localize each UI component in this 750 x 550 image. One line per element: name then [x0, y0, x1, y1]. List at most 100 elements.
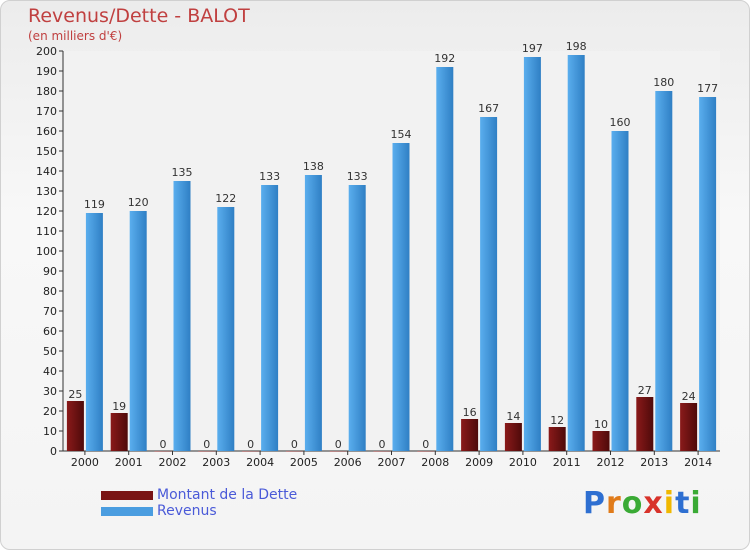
debt-bar: [680, 403, 698, 451]
y-tick-label: 100: [36, 245, 57, 258]
debt-value-label: 0: [247, 438, 254, 451]
revenue-value-label: 133: [347, 170, 368, 183]
debt-bar: [198, 451, 216, 452]
y-tick-label: 40: [43, 365, 57, 378]
logo-letter: r: [606, 486, 622, 521]
revenue-value-label: 167: [478, 102, 499, 115]
revenue-bar: [392, 143, 410, 451]
revenue-bar: [655, 91, 673, 451]
x-tick-label: 2011: [553, 456, 581, 469]
revenue-value-label: 198: [566, 40, 587, 53]
revenue-value-label: 120: [128, 196, 149, 209]
legend-label-debt: Montant de la Dette: [157, 487, 298, 503]
revenue-value-label: 177: [697, 82, 718, 95]
debt-value-label: 0: [160, 438, 167, 451]
debt-bar: [592, 431, 610, 451]
debt-value-label: 19: [112, 400, 126, 413]
chart-title: Revenus/Dette - BALOT: [28, 5, 250, 27]
chart-subtitle: (en milliers d'€): [28, 29, 123, 43]
x-tick-label: 2002: [159, 456, 187, 469]
debt-value-label: 27: [638, 384, 652, 397]
legend-label-revenue: Revenus: [157, 503, 217, 519]
revenue-value-label: 122: [215, 192, 236, 205]
y-tick-label: 180: [36, 85, 57, 98]
y-tick-label: 110: [36, 225, 57, 238]
revenue-bar: [436, 67, 454, 451]
debt-value-label: 16: [463, 406, 477, 419]
debt-value-label: 10: [594, 418, 608, 431]
y-tick-label: 150: [36, 145, 57, 158]
x-tick-label: 2000: [71, 456, 99, 469]
debt-value-label: 24: [682, 390, 696, 403]
y-tick-label: 130: [36, 185, 57, 198]
y-tick-label: 60: [43, 325, 57, 338]
revenue-bar: [173, 181, 191, 451]
revenue-value-label: 180: [653, 76, 674, 89]
revenue-value-label: 154: [391, 128, 412, 141]
legend-swatch-debt: [101, 491, 153, 500]
revenue-bar: [523, 57, 541, 451]
y-tick-label: 70: [43, 305, 57, 318]
revenue-bar: [567, 55, 585, 451]
y-tick-label: 160: [36, 125, 57, 138]
debt-bar: [636, 397, 654, 451]
x-tick-label: 2006: [334, 456, 362, 469]
revenue-value-label: 160: [610, 116, 631, 129]
y-tick-label: 190: [36, 65, 57, 78]
y-tick-label: 10: [43, 425, 57, 438]
revenue-value-label: 197: [522, 42, 543, 55]
x-tick-label: 2008: [421, 456, 449, 469]
y-tick-label: 30: [43, 385, 57, 398]
x-tick-label: 2009: [465, 456, 493, 469]
revenue-bar: [85, 213, 103, 451]
debt-bar: [417, 451, 435, 452]
debt-value-label: 0: [335, 438, 342, 451]
x-tick-label: 2010: [509, 456, 537, 469]
logo-letter: o: [621, 486, 644, 521]
revenue-value-label: 135: [172, 166, 193, 179]
debt-bar: [504, 423, 522, 451]
x-tick-label: 2012: [597, 456, 625, 469]
debt-value-label: 14: [506, 410, 520, 423]
debt-value-label: 12: [550, 414, 564, 427]
revenue-value-label: 133: [259, 170, 280, 183]
y-tick-label: 200: [36, 45, 57, 58]
revenue-bar: [261, 185, 279, 451]
y-tick-label: 80: [43, 285, 57, 298]
y-tick-label: 0: [50, 445, 57, 458]
debt-bar: [373, 451, 391, 452]
revenue-value-label: 192: [434, 52, 455, 65]
y-tick-label: 20: [43, 405, 57, 418]
revenue-bar: [304, 175, 322, 451]
y-tick-label: 90: [43, 265, 57, 278]
x-tick-label: 2001: [115, 456, 143, 469]
debt-bar: [285, 451, 303, 452]
debt-value-label: 0: [422, 438, 429, 451]
logo-letter: t: [675, 486, 691, 521]
revenue-bar: [129, 211, 147, 451]
logo-letter: P: [583, 486, 606, 521]
revenue-value-label: 119: [84, 198, 105, 211]
x-tick-label: 2014: [684, 456, 712, 469]
revenue-bar: [348, 185, 366, 451]
debt-bar: [242, 451, 260, 452]
y-tick-label: 140: [36, 165, 57, 178]
x-tick-label: 2004: [246, 456, 274, 469]
x-tick-label: 2007: [378, 456, 406, 469]
logo-letter: i: [690, 486, 702, 521]
logo-letter: i: [663, 486, 676, 521]
x-tick-label: 2005: [290, 456, 318, 469]
proxiti-logo: Proxiti: [583, 486, 702, 521]
y-tick-label: 170: [36, 105, 57, 118]
y-tick-label: 120: [36, 205, 57, 218]
debt-value-label: 0: [291, 438, 298, 451]
x-tick-label: 2003: [202, 456, 230, 469]
debt-bar: [461, 419, 479, 451]
legend-swatch-revenue: [101, 507, 153, 516]
revenue-bar: [611, 131, 629, 451]
x-tick-label: 2013: [640, 456, 668, 469]
debt-bar: [548, 427, 566, 451]
revenue-bar: [217, 207, 235, 451]
